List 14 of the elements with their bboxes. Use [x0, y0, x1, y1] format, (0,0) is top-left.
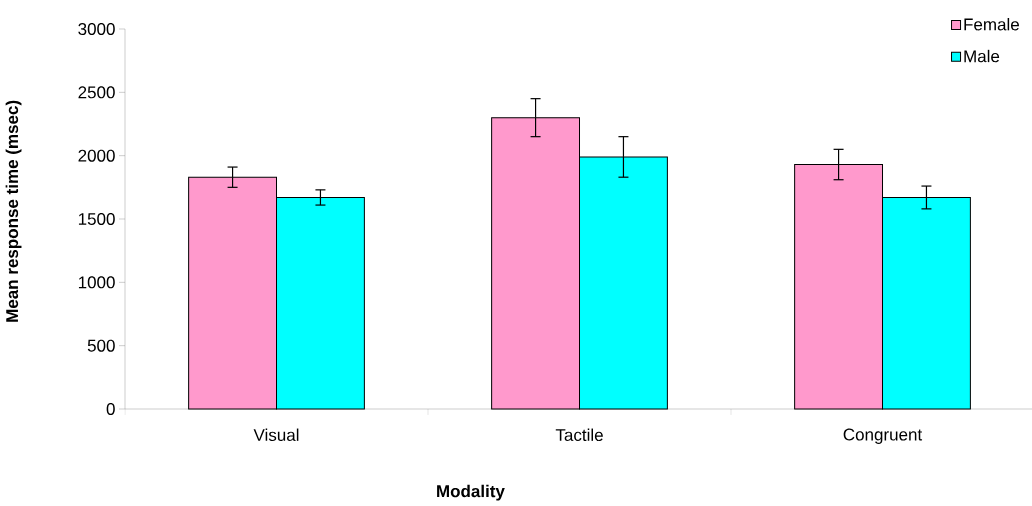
- y-tick-label: 2000: [78, 149, 115, 162]
- y-axis-title: Mean response time (msec): [5, 100, 22, 322]
- x-tick-label: Visual: [253, 428, 299, 442]
- x-tick-label: Tactile: [555, 428, 603, 442]
- y-tick-label: 1000: [78, 276, 115, 289]
- x-axis-title: Modality: [437, 484, 505, 501]
- y-tick-label: 500: [87, 339, 115, 352]
- legend-label: Male: [964, 49, 1000, 63]
- y-tick-label: 0: [106, 402, 115, 416]
- x-tick-label: Congruent: [843, 428, 923, 444]
- y-tick-label: 3000: [78, 22, 115, 36]
- y-tick-label: 2500: [78, 86, 115, 99]
- y-tick-label: 1500: [78, 212, 115, 226]
- legend-label: Female: [964, 18, 1019, 31]
